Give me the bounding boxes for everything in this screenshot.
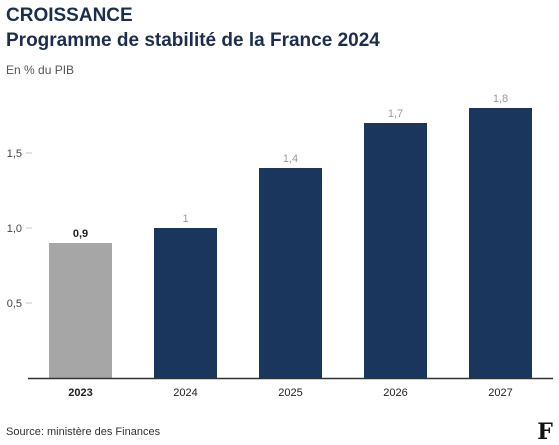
y-tick-label: 0,5 xyxy=(7,298,22,310)
source-note: Source: ministère des Finances xyxy=(6,426,161,438)
bar-2023 xyxy=(49,243,112,378)
data-label: 1,8 xyxy=(493,93,508,105)
le-figaro-f-logo-icon: F xyxy=(537,419,553,443)
unit-label: En % du PIB xyxy=(6,63,75,77)
logo-letter: F xyxy=(537,419,553,443)
chart-title: CROISSANCE xyxy=(6,5,133,26)
data-label: 1 xyxy=(182,213,188,225)
data-label: 0,9 xyxy=(73,228,88,240)
data-label: 1,7 xyxy=(388,108,403,120)
x-tick-label: 2026 xyxy=(383,387,407,399)
bar-2025 xyxy=(259,168,322,378)
y-tick-label: 1,0 xyxy=(7,223,22,235)
data-label: 1,4 xyxy=(283,153,298,165)
bar-2027 xyxy=(469,108,532,378)
bar-2024 xyxy=(154,228,217,378)
chart-subtitle: Programme de stabilité de la France 2024 xyxy=(6,30,380,51)
x-tick-label: 2025 xyxy=(278,387,302,399)
x-tick-label: 2023 xyxy=(68,387,92,399)
y-tick-label: 1,5 xyxy=(7,148,22,160)
x-tick-label: 2027 xyxy=(488,387,512,399)
bar-2026 xyxy=(364,123,427,378)
x-tick-label: 2024 xyxy=(173,387,197,399)
